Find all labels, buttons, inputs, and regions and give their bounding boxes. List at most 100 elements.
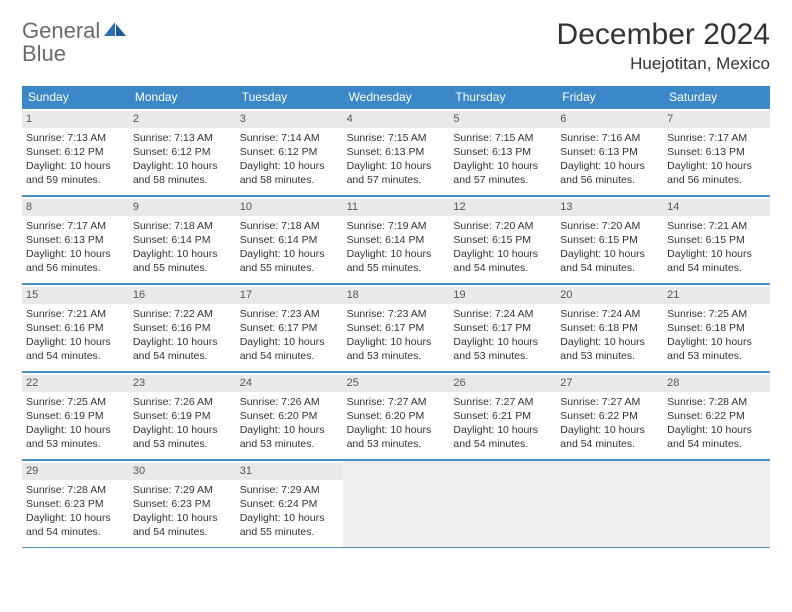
sunrise-line: Sunrise: 7:20 AM	[560, 219, 659, 233]
sunset-line: Sunset: 6:12 PM	[133, 145, 232, 159]
day-number: 16	[129, 287, 236, 304]
calendar-cell: 24Sunrise: 7:26 AMSunset: 6:20 PMDayligh…	[236, 372, 343, 460]
daylight-line: Daylight: 10 hours and 54 minutes.	[26, 511, 125, 539]
sunrise-line: Sunrise: 7:17 AM	[26, 219, 125, 233]
sunrise-line: Sunrise: 7:29 AM	[240, 483, 339, 497]
sunset-line: Sunset: 6:13 PM	[560, 145, 659, 159]
daylight-line: Daylight: 10 hours and 55 minutes.	[240, 511, 339, 539]
daylight-line: Daylight: 10 hours and 54 minutes.	[667, 423, 766, 451]
day-number: 18	[343, 287, 450, 304]
sunrise-line: Sunrise: 7:19 AM	[347, 219, 446, 233]
daylight-line: Daylight: 10 hours and 54 minutes.	[560, 247, 659, 275]
daylight-line: Daylight: 10 hours and 54 minutes.	[667, 247, 766, 275]
calendar-cell: 1Sunrise: 7:13 AMSunset: 6:12 PMDaylight…	[22, 108, 129, 196]
day-number: 20	[556, 287, 663, 304]
daylight-line: Daylight: 10 hours and 55 minutes.	[133, 247, 232, 275]
day-number: 22	[22, 375, 129, 392]
weekday-header: Sunday	[22, 86, 129, 108]
sunrise-line: Sunrise: 7:14 AM	[240, 131, 339, 145]
weekday-header: Friday	[556, 86, 663, 108]
day-number: 5	[449, 111, 556, 128]
daylight-line: Daylight: 10 hours and 54 minutes.	[26, 335, 125, 363]
day-number: 26	[449, 375, 556, 392]
sunset-line: Sunset: 6:23 PM	[26, 497, 125, 511]
day-number: 12	[449, 199, 556, 216]
calendar-cell: 25Sunrise: 7:27 AMSunset: 6:20 PMDayligh…	[343, 372, 450, 460]
sunset-line: Sunset: 6:13 PM	[667, 145, 766, 159]
calendar-cell: 7Sunrise: 7:17 AMSunset: 6:13 PMDaylight…	[663, 108, 770, 196]
sunset-line: Sunset: 6:14 PM	[240, 233, 339, 247]
daylight-line: Daylight: 10 hours and 57 minutes.	[453, 159, 552, 187]
logo-sail-icon	[102, 20, 128, 38]
sunrise-line: Sunrise: 7:13 AM	[26, 131, 125, 145]
sunrise-line: Sunrise: 7:28 AM	[667, 395, 766, 409]
sunset-line: Sunset: 6:22 PM	[667, 409, 766, 423]
calendar-header-row: SundayMondayTuesdayWednesdayThursdayFrid…	[22, 86, 770, 108]
day-number: 21	[663, 287, 770, 304]
sunrise-line: Sunrise: 7:27 AM	[560, 395, 659, 409]
calendar-cell: 26Sunrise: 7:27 AMSunset: 6:21 PMDayligh…	[449, 372, 556, 460]
day-number: 30	[129, 463, 236, 480]
calendar-cell: 9Sunrise: 7:18 AMSunset: 6:14 PMDaylight…	[129, 196, 236, 284]
calendar-cell: 21Sunrise: 7:25 AMSunset: 6:18 PMDayligh…	[663, 284, 770, 372]
calendar-cell: 12Sunrise: 7:20 AMSunset: 6:15 PMDayligh…	[449, 196, 556, 284]
daylight-line: Daylight: 10 hours and 54 minutes.	[453, 423, 552, 451]
calendar-cell: 3Sunrise: 7:14 AMSunset: 6:12 PMDaylight…	[236, 108, 343, 196]
calendar-cell: 13Sunrise: 7:20 AMSunset: 6:15 PMDayligh…	[556, 196, 663, 284]
daylight-line: Daylight: 10 hours and 53 minutes.	[667, 335, 766, 363]
calendar-cell: 27Sunrise: 7:27 AMSunset: 6:22 PMDayligh…	[556, 372, 663, 460]
sunset-line: Sunset: 6:15 PM	[560, 233, 659, 247]
day-number: 10	[236, 199, 343, 216]
sunrise-line: Sunrise: 7:15 AM	[347, 131, 446, 145]
weekday-header: Thursday	[449, 86, 556, 108]
logo: General Blue	[22, 18, 128, 66]
sunrise-line: Sunrise: 7:23 AM	[240, 307, 339, 321]
calendar-cell: 14 Sunrise: 7:21 AMSunset: 6:15 PMDayligh…	[663, 196, 770, 284]
sunset-line: Sunset: 6:14 PM	[347, 233, 446, 247]
daylight-line: Daylight: 10 hours and 54 minutes.	[240, 335, 339, 363]
calendar-cell: 28Sunrise: 7:28 AMSunset: 6:22 PMDayligh…	[663, 372, 770, 460]
day-number: 7	[663, 111, 770, 128]
sunset-line: Sunset: 6:15 PM	[667, 233, 766, 247]
sunset-line: Sunset: 6:17 PM	[240, 321, 339, 335]
sunrise-line: Sunrise: 7:23 AM	[347, 307, 446, 321]
day-number: 14	[663, 199, 770, 216]
sunrise-line: Sunrise: 7:27 AM	[347, 395, 446, 409]
sunset-line: Sunset: 6:20 PM	[347, 409, 446, 423]
daylight-line: Daylight: 10 hours and 55 minutes.	[240, 247, 339, 275]
calendar-cell: 5Sunrise: 7:15 AMSunset: 6:13 PMDaylight…	[449, 108, 556, 196]
calendar-cell: 22 Sunrise: 7:25 AMSunset: 6:19 PMDayligh…	[22, 372, 129, 460]
calendar-cell: 11Sunrise: 7:19 AMSunset: 6:14 PMDayligh…	[343, 196, 450, 284]
sunset-line: Sunset: 6:19 PM	[26, 409, 125, 423]
sunrise-line: Sunrise: 7:21 AM	[667, 219, 766, 233]
calendar-cell: 2Sunrise: 7:13 AMSunset: 6:12 PMDaylight…	[129, 108, 236, 196]
title-block: December 2024 Huejotitan, Mexico	[557, 18, 770, 74]
sunrise-line: Sunrise: 7:25 AM	[26, 395, 125, 409]
calendar-body: 1Sunrise: 7:13 AMSunset: 6:12 PMDaylight…	[22, 108, 770, 548]
daylight-line: Daylight: 10 hours and 54 minutes.	[133, 511, 232, 539]
day-number: 17	[236, 287, 343, 304]
sunset-line: Sunset: 6:12 PM	[240, 145, 339, 159]
logo-text-blue: Blue	[22, 41, 66, 66]
weekday-header: Monday	[129, 86, 236, 108]
calendar-cell-empty	[449, 460, 556, 548]
calendar-cell: 19Sunrise: 7:24 AMSunset: 6:17 PMDayligh…	[449, 284, 556, 372]
sunrise-line: Sunrise: 7:18 AM	[133, 219, 232, 233]
sunrise-line: Sunrise: 7:16 AM	[560, 131, 659, 145]
sunrise-line: Sunrise: 7:15 AM	[453, 131, 552, 145]
day-number: 3	[236, 111, 343, 128]
sunrise-line: Sunrise: 7:24 AM	[453, 307, 552, 321]
sunset-line: Sunset: 6:17 PM	[453, 321, 552, 335]
sunset-line: Sunset: 6:20 PM	[240, 409, 339, 423]
sunrise-line: Sunrise: 7:17 AM	[667, 131, 766, 145]
day-number: 25	[343, 375, 450, 392]
sunset-line: Sunset: 6:14 PM	[133, 233, 232, 247]
calendar-cell: 29Sunrise: 7:28 AMSunset: 6:23 PMDayligh…	[22, 460, 129, 548]
sunset-line: Sunset: 6:18 PM	[667, 321, 766, 335]
daylight-line: Daylight: 10 hours and 53 minutes.	[26, 423, 125, 451]
calendar-cell-empty	[343, 460, 450, 548]
sunset-line: Sunset: 6:23 PM	[133, 497, 232, 511]
daylight-line: Daylight: 10 hours and 54 minutes.	[453, 247, 552, 275]
sunrise-line: Sunrise: 7:18 AM	[240, 219, 339, 233]
sunrise-line: Sunrise: 7:20 AM	[453, 219, 552, 233]
